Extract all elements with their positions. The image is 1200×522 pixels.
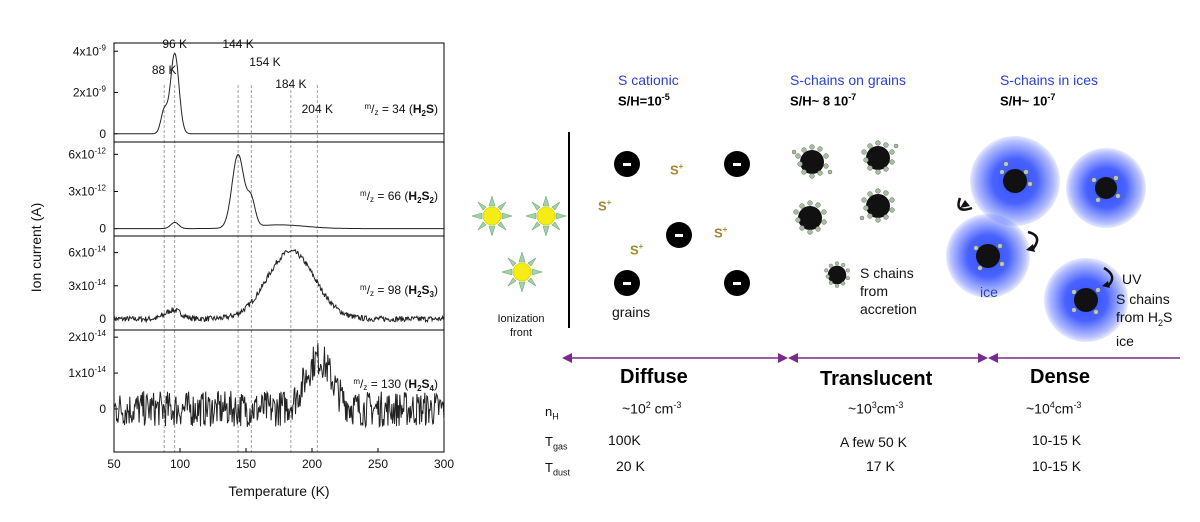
peak-label: 144 K	[222, 37, 253, 51]
peak-label: 88 K	[152, 63, 177, 77]
y-tick-label: 6x10-12	[68, 146, 106, 161]
peak-label: 96 K	[162, 37, 187, 51]
column-ratio-ices: S/H~ 10-7	[1000, 92, 1056, 109]
series-line-0	[114, 52, 444, 135]
peak-label: 204 K	[302, 102, 333, 116]
icy-grain-cores	[957, 161, 1121, 315]
series-line-1	[114, 153, 444, 230]
phase-translucent: Translucent	[820, 368, 933, 390]
x-tick-label: 50	[107, 457, 121, 471]
s-cation-label: S+	[714, 225, 728, 241]
row-label-tdust: Tdust	[545, 460, 570, 478]
tdust-dense: 10-15 K	[1032, 458, 1082, 474]
phase-arrows	[562, 353, 1180, 363]
column-ratio-cationic: S/H=10-5	[618, 92, 670, 109]
y-tick-label: 0	[99, 127, 106, 141]
grain-icon	[614, 270, 640, 296]
y-tick-label: 3x10-12	[68, 183, 106, 198]
tpd-chart-panel: 0 2x10-9 4x10-9 m/z = 34 (H2S) 0 3x10-12 6x10-…	[0, 0, 470, 522]
x-tick-label: 150	[236, 457, 256, 471]
accretion-label: S chains from accretion	[860, 265, 917, 317]
column-title-cationic: S cationic	[618, 72, 679, 88]
s-cation-label: S+	[670, 162, 684, 178]
series-label-2: m/z = 98 (H2S3)	[360, 283, 438, 299]
phase-dense: Dense	[1030, 366, 1091, 388]
star-icon	[502, 252, 542, 292]
x-tick-label: 250	[368, 457, 388, 471]
coated-grain-icon	[861, 140, 899, 175]
grains-label: grains	[612, 304, 651, 320]
series-line-3	[113, 342, 445, 429]
ice-label: ice	[980, 284, 998, 300]
y-tick-label: 0	[99, 222, 106, 236]
coated-grain-icon	[824, 261, 850, 288]
tgas-diffuse: 100K	[608, 432, 641, 448]
column-ratio-grains: S/H~ 8 10-7	[790, 92, 857, 109]
row-label-tgas: Tgas	[545, 434, 568, 452]
series-label-0: m/z = 34 (H2S)	[364, 102, 438, 118]
s-cation-label: S+	[598, 198, 612, 214]
y-tick-label: 2x10-9	[73, 85, 107, 100]
series-line-2	[113, 249, 445, 324]
y-tick-label: 0	[99, 402, 106, 416]
x-tick-label: 100	[170, 457, 190, 471]
peak-label: 184 K	[275, 77, 306, 91]
coated-grain-icon	[793, 200, 827, 235]
density-translucent: ~103cm-3	[848, 400, 904, 417]
y-tick-label: 1x10-14	[68, 365, 106, 380]
y-tick-label: 2x10-14	[68, 329, 106, 344]
x-tick-label: 300	[434, 457, 454, 471]
s-cation-label: S+	[630, 242, 644, 258]
grain-icon	[666, 222, 692, 248]
ionization-front-label: Ionization front	[497, 313, 545, 339]
tpd-chart: 0 2x10-9 4x10-9 m/z = 34 (H2S) 0 3x10-12 6x10-…	[28, 37, 454, 499]
density-dense: ~104cm-3	[1026, 400, 1082, 417]
front-divider	[568, 132, 570, 328]
density-diffuse: ~102 cm-3	[622, 400, 682, 417]
x-tick-label: 200	[302, 457, 322, 471]
series-label-3: m/z = 130 (H2S4)	[353, 377, 438, 393]
y-tick-label: 3x10-14	[68, 278, 106, 293]
x-axis-label: Temperature (K)	[228, 483, 329, 499]
peak-label: 154 K	[249, 55, 280, 69]
tdust-translucent: 17 K	[866, 458, 895, 474]
y-axis-label: Ion current (A)	[28, 203, 44, 292]
grain-icon	[614, 151, 640, 177]
h2s-ice-label: S chains from H2S ice	[1116, 291, 1173, 349]
grain-icon	[724, 151, 750, 177]
uv-label: UV	[1122, 271, 1142, 287]
sulfur-evolution-diagram: S cationic S/H=10-5 S-chains on grains S…	[470, 0, 1200, 522]
coated-grain-icon	[859, 188, 895, 223]
row-label-density: nH	[545, 404, 559, 422]
column-title-grains: S-chains on grains	[790, 72, 906, 88]
y-tick-label: 6x10-14	[68, 245, 106, 260]
tgas-dense: 10-15 K	[1032, 432, 1082, 448]
column-title-ices: S-chains in ices	[1000, 72, 1099, 88]
tdust-diffuse: 20 K	[616, 458, 645, 474]
grain-icon	[724, 270, 750, 296]
star-icon	[472, 196, 512, 236]
series-label-1: m/z = 66 (H2S2)	[360, 189, 438, 205]
panel-frame-3	[113, 329, 445, 453]
y-tick-label: 4x10-9	[73, 43, 107, 58]
y-tick-label: 0	[99, 312, 106, 326]
tgas-translucent: A few 50 K	[840, 434, 907, 450]
phase-diffuse: Diffuse	[620, 366, 688, 388]
coated-grain-icon	[791, 144, 833, 179]
star-icon	[526, 196, 566, 236]
